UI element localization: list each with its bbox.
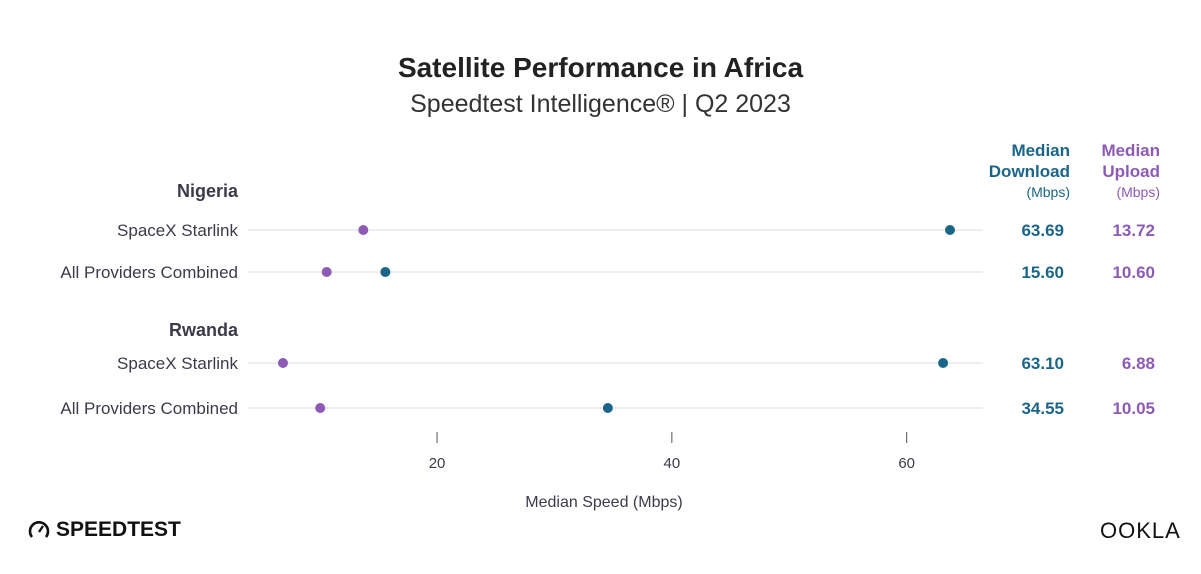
download-dot <box>602 403 613 413</box>
download-header-line2: Download <box>988 162 1070 181</box>
upload-header-line2: Upload <box>1102 162 1160 181</box>
download-header-line1: Median <box>1011 141 1070 160</box>
row-label: SpaceX Starlink <box>117 221 238 240</box>
download-dot <box>938 358 949 368</box>
upload-header-unit: (Mbps) <box>1116 184 1160 200</box>
download-column-header: Median Download (Mbps) <box>960 140 1070 203</box>
upload-dot <box>277 358 288 368</box>
upload-dot <box>358 225 369 235</box>
download-value-label: 15.60 <box>1021 263 1064 282</box>
x-axis-title: Median Speed (Mbps) <box>525 494 682 511</box>
x-tick-label: 40 <box>664 455 681 472</box>
chart-title: Satellite Performance in Africa <box>397 52 804 83</box>
upload-dot <box>321 267 332 277</box>
upload-dot <box>315 403 326 413</box>
upload-value-label: 13.72 <box>1112 221 1155 240</box>
row-label: All Providers Combined <box>60 263 238 282</box>
upload-value-label: 6.88 <box>1122 354 1155 373</box>
speedtest-logo-text: SPEEDTEST <box>56 518 181 541</box>
x-tick-label: 20 <box>429 455 446 472</box>
download-dot <box>380 267 391 277</box>
upload-column-header: Median Upload (Mbps) <box>1060 140 1160 203</box>
upload-value-label: 10.60 <box>1112 263 1155 282</box>
download-value-label: 34.55 <box>1021 399 1064 418</box>
x-tick-label: 60 <box>898 455 915 472</box>
speedometer-icon <box>28 521 50 538</box>
group-label: Nigeria <box>177 181 239 201</box>
row-label: All Providers Combined <box>60 399 238 418</box>
speedtest-logo: SPEEDTEST <box>28 518 181 542</box>
ookla-logo: OOKLA <box>1100 518 1181 543</box>
chart-subtitle: Speedtest Intelligence® | Q2 2023 <box>410 90 791 118</box>
download-value-label: 63.10 <box>1021 354 1064 373</box>
upload-header-line1: Median <box>1101 141 1160 160</box>
row-label: SpaceX Starlink <box>117 354 238 373</box>
download-value-label: 63.69 <box>1021 221 1064 240</box>
download-dot <box>945 225 956 235</box>
upload-value-label: 10.05 <box>1112 399 1155 418</box>
group-label: Rwanda <box>169 320 239 340</box>
download-header-unit: (Mbps) <box>1026 184 1070 200</box>
